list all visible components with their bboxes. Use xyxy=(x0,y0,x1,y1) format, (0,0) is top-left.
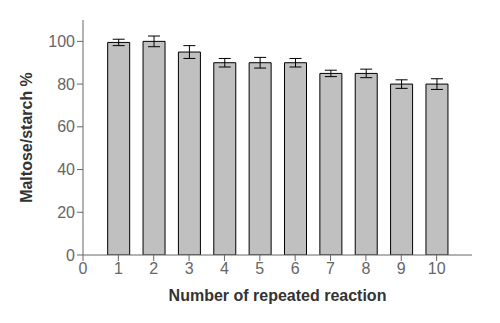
svg-text:4: 4 xyxy=(220,260,229,277)
svg-text:0: 0 xyxy=(66,247,75,264)
svg-text:7: 7 xyxy=(326,260,335,277)
svg-text:6: 6 xyxy=(291,260,300,277)
svg-text:Maltose/starch %: Maltose/starch % xyxy=(18,72,35,203)
svg-text:40: 40 xyxy=(57,161,75,178)
svg-text:0: 0 xyxy=(79,260,88,277)
svg-text:5: 5 xyxy=(255,260,264,277)
svg-text:60: 60 xyxy=(57,118,75,135)
svg-text:80: 80 xyxy=(57,76,75,93)
svg-text:2: 2 xyxy=(149,260,158,277)
svg-text:100: 100 xyxy=(48,33,75,50)
svg-text:Number of repeated reaction: Number of repeated reaction xyxy=(169,287,387,304)
svg-text:10: 10 xyxy=(428,260,446,277)
svg-text:3: 3 xyxy=(185,260,194,277)
svg-text:1: 1 xyxy=(114,260,123,277)
svg-text:20: 20 xyxy=(57,204,75,221)
svg-text:8: 8 xyxy=(361,260,370,277)
svg-text:9: 9 xyxy=(397,260,406,277)
